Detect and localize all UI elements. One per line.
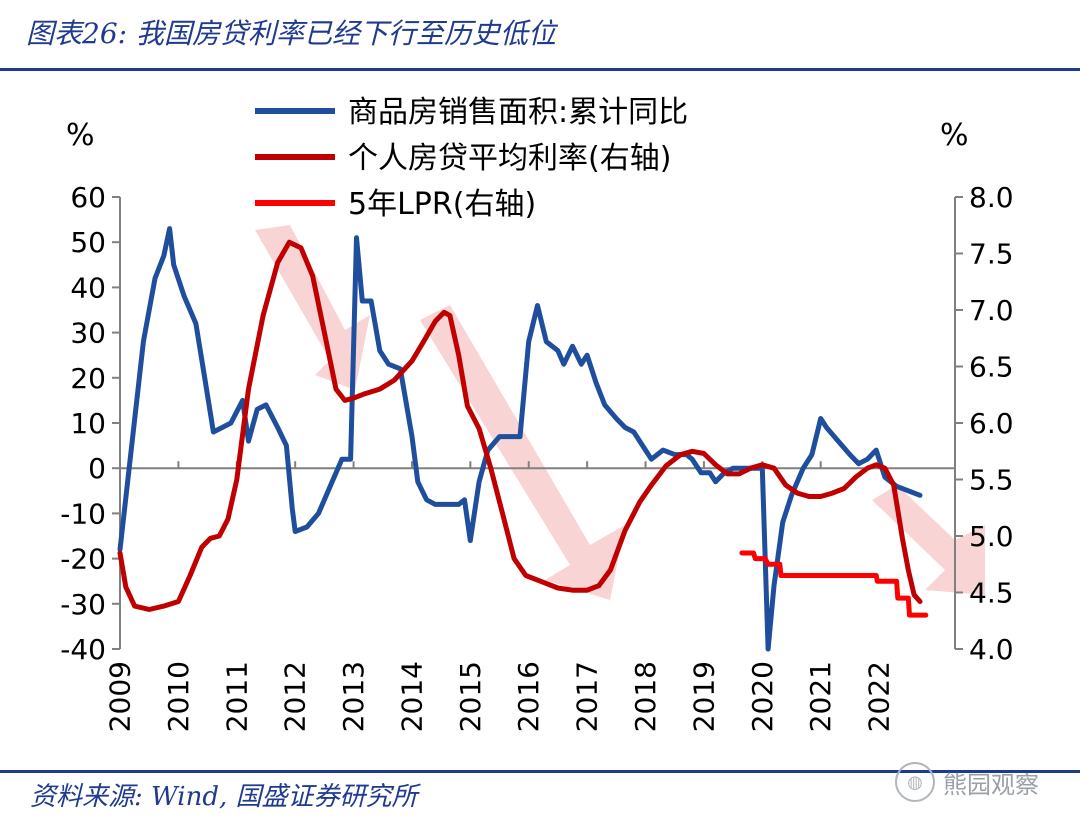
right-tick-label-3: 6.5 [969, 351, 1014, 384]
left-tick-label-6: 0 [88, 452, 106, 485]
left-tick-label-5: 10 [70, 407, 106, 440]
x-tick-label-6: 2015 [454, 661, 487, 732]
watermark-text: 熊园观察 [943, 770, 1039, 799]
left-tick-label-10: -40 [60, 633, 106, 666]
source-note: 资料来源: Wind, 国盛证券研究所 [30, 782, 418, 812]
x-tick-label-11: 2020 [746, 661, 779, 732]
series-line-2 [739, 550, 929, 618]
left-tick-label-9: -30 [60, 588, 106, 621]
right-tick-label-4: 6.0 [969, 407, 1014, 440]
left-tick-label-8: -20 [60, 543, 106, 576]
right-tick-label-6: 5.0 [969, 520, 1014, 553]
x-tick-label-9: 2018 [629, 661, 662, 732]
left-tick-label-7: -10 [60, 497, 106, 530]
right-tick-label-1: 7.5 [969, 238, 1014, 271]
x-tick-label-7: 2016 [512, 661, 545, 732]
x-tick-label-2: 2011 [220, 661, 253, 732]
x-tick-label-5: 2014 [395, 661, 428, 732]
left-tick-label-3: 30 [70, 317, 106, 350]
trend-arrow-1 [255, 225, 370, 390]
legend: 商品房销售面积:累计同比 个人房贷平均利率(右轴) 5年LPR(右轴) [255, 95, 688, 222]
x-tick-label-3: 2012 [279, 661, 312, 732]
right-tick-label-7: 4.5 [969, 577, 1014, 610]
legend-label-2: 5年LPR(右轴) [348, 187, 536, 222]
footer-rule [0, 770, 1080, 773]
legend-label-1: 个人房贷平均利率(右轴) [348, 141, 671, 176]
title-rule [0, 68, 1080, 71]
x-tick-label-4: 2013 [337, 661, 370, 732]
x-tick-label-1: 2010 [162, 661, 195, 732]
chart-title: 图表26: 我国房贷利率已经下行至历史低位 [26, 17, 556, 50]
legend-label-0: 商品房销售面积:累计同比 [348, 95, 688, 130]
right-tick-label-8: 4.0 [969, 633, 1014, 666]
right-tick-label-5: 5.5 [969, 464, 1014, 497]
left-tick-label-1: 50 [70, 226, 106, 259]
x-tick-label-8: 2017 [571, 661, 604, 732]
series-line-1 [117, 239, 923, 612]
wechat-icon: ◍ [895, 762, 935, 802]
watermark: ◍ 熊园观察 [895, 762, 1039, 802]
x-tick-label-12: 2021 [804, 661, 837, 732]
right-tick-label-2: 7.0 [969, 294, 1014, 327]
trend-arrow-2 [420, 305, 625, 600]
right-unit-label: % [940, 118, 969, 153]
x-tick-label-0: 2009 [104, 661, 137, 732]
left-unit-label: % [66, 118, 95, 153]
left-tick-label-2: 40 [70, 271, 106, 304]
left-tick-label-4: 20 [70, 362, 106, 395]
x-tick-label-13: 2022 [863, 661, 896, 732]
left-tick-label-0: 60 [70, 181, 106, 214]
right-tick-label-0: 8.0 [969, 181, 1014, 214]
x-tick-label-10: 2019 [687, 661, 720, 732]
